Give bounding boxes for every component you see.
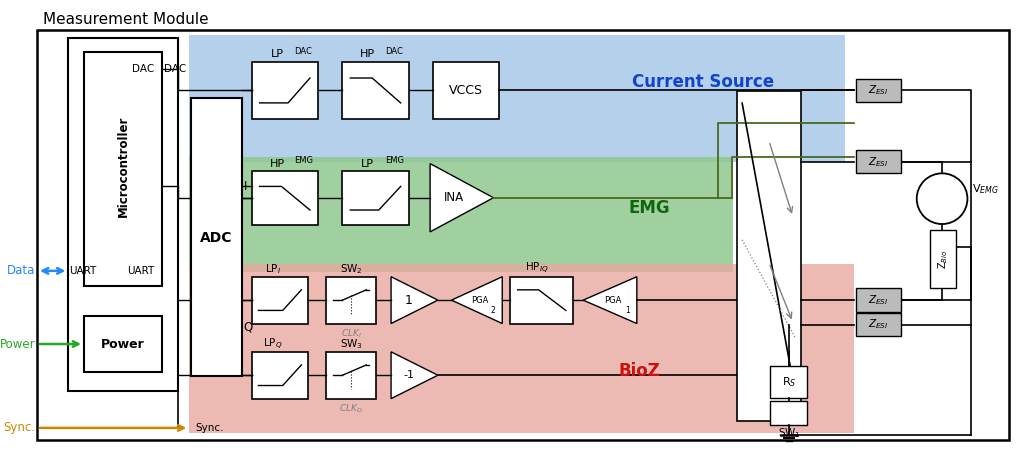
Bar — [189, 264, 854, 433]
Bar — [433, 62, 500, 119]
Text: BioZ: BioZ — [618, 362, 660, 381]
Text: Current Source: Current Source — [632, 72, 774, 91]
Polygon shape — [584, 277, 637, 323]
Text: Z$_{Bio}$: Z$_{Bio}$ — [936, 250, 950, 269]
Text: HP: HP — [269, 159, 285, 169]
Bar — [69, 38, 177, 391]
Text: 1: 1 — [404, 294, 413, 307]
Bar — [342, 62, 409, 119]
Bar — [189, 157, 733, 272]
Text: DAC: DAC — [132, 64, 154, 74]
Text: DAC: DAC — [164, 64, 186, 74]
Text: Microcontroller: Microcontroller — [117, 116, 129, 217]
Bar — [252, 352, 308, 399]
Text: R$_S$: R$_S$ — [781, 375, 797, 389]
Text: HP: HP — [360, 49, 375, 59]
Text: ADC: ADC — [201, 231, 232, 245]
Text: UART: UART — [70, 266, 96, 276]
Text: DAC: DAC — [385, 47, 403, 56]
Text: SW$_3$: SW$_3$ — [340, 337, 362, 351]
Bar — [326, 352, 377, 399]
Bar — [326, 277, 377, 323]
Bar — [770, 366, 808, 398]
Bar — [252, 277, 308, 323]
Bar — [931, 230, 955, 289]
Text: $Z_{ESI}$: $Z_{ESI}$ — [868, 318, 889, 332]
Text: V$_{EMG}$: V$_{EMG}$ — [973, 182, 999, 196]
Bar — [84, 53, 162, 286]
Text: PGA: PGA — [471, 296, 488, 304]
Text: LP: LP — [270, 49, 284, 59]
Text: $CLK_I$: $CLK_I$ — [341, 327, 361, 340]
Text: SW$_1$: SW$_1$ — [777, 426, 801, 440]
Text: I: I — [244, 179, 247, 193]
Text: VCCS: VCCS — [450, 84, 483, 97]
Text: EMG: EMG — [295, 156, 313, 165]
Text: Power: Power — [0, 337, 35, 351]
Bar — [856, 150, 901, 173]
Text: INA: INA — [444, 191, 464, 204]
Text: UART: UART — [127, 266, 154, 276]
Polygon shape — [452, 277, 502, 323]
Text: $Z_{ESI}$: $Z_{ESI}$ — [868, 83, 889, 97]
Text: HP$_{IQ}$: HP$_{IQ}$ — [525, 261, 549, 276]
Bar — [84, 316, 162, 372]
Text: Data: Data — [7, 265, 35, 277]
Text: Measurement Module: Measurement Module — [43, 12, 209, 27]
Text: Power: Power — [101, 337, 144, 351]
Bar — [189, 35, 845, 162]
Text: EMG: EMG — [629, 199, 671, 217]
Text: DAC: DAC — [295, 47, 312, 56]
Text: 2: 2 — [490, 306, 496, 315]
Text: SW$_2$: SW$_2$ — [340, 262, 362, 276]
Bar — [856, 79, 901, 102]
Bar — [191, 98, 242, 376]
Text: Sync.: Sync. — [195, 423, 223, 433]
Bar — [342, 171, 409, 225]
Bar — [856, 313, 901, 336]
Text: Sync.: Sync. — [3, 421, 35, 434]
Text: LP$_Q$: LP$_Q$ — [263, 337, 283, 352]
Bar — [510, 277, 573, 323]
Text: PGA: PGA — [604, 296, 622, 304]
Text: $Z_{ESI}$: $Z_{ESI}$ — [868, 155, 889, 169]
Polygon shape — [391, 352, 438, 399]
Bar — [252, 171, 317, 225]
Text: EMG: EMG — [385, 156, 404, 165]
Text: -1: -1 — [403, 370, 415, 380]
Text: LP$_I$: LP$_I$ — [265, 262, 282, 276]
Text: Q: Q — [244, 321, 253, 334]
Text: $Z_{ESI}$: $Z_{ESI}$ — [868, 293, 889, 307]
Text: LP: LP — [361, 159, 374, 169]
Bar — [856, 289, 901, 312]
Bar — [737, 92, 801, 421]
Polygon shape — [430, 164, 494, 232]
Text: 1: 1 — [625, 306, 630, 315]
Bar — [770, 400, 808, 425]
Text: $CLK_Q$: $CLK_Q$ — [339, 402, 364, 415]
Bar — [252, 62, 317, 119]
Polygon shape — [391, 277, 438, 323]
